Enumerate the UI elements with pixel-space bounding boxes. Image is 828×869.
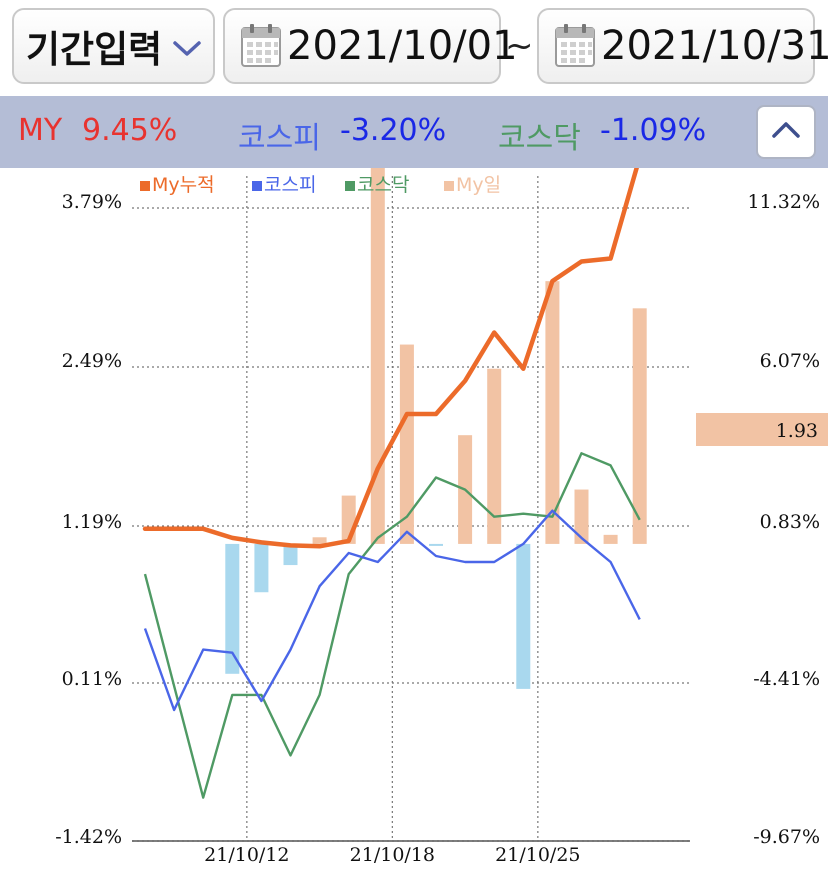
kosdaq-return-value: -1.09% (600, 113, 707, 148)
right-axis-tick: 6.07% (760, 350, 820, 372)
left-axis-tick: 3.79% (62, 191, 122, 213)
chevron-up-icon (771, 120, 801, 144)
right-axis-tick: 0.83% (760, 511, 820, 533)
last-value-marker: 1.93 (696, 413, 828, 446)
legend-label-my: My누적 (152, 174, 215, 196)
daily-return-bar (545, 281, 560, 544)
legend-swatch-kospi (252, 181, 262, 191)
daily-return-bar (283, 543, 298, 566)
right-axis-tick: 11.32% (748, 191, 820, 213)
daily-return-bars (225, 168, 647, 689)
period-dropdown[interactable]: 기간입력 (12, 8, 215, 84)
period-label: 기간입력 (26, 28, 163, 71)
daily-return-bar (574, 489, 589, 544)
legend-label-kosdaq: 코스닥 (357, 174, 409, 196)
cumulative-lines (142, 168, 641, 799)
x-axis-tick: 21/10/25 (495, 844, 580, 866)
calendar-icon (239, 22, 283, 70)
my-cumulative-line (142, 168, 639, 549)
left-axis-tick: 1.19% (62, 511, 122, 533)
kosdaq-label: 코스닥 (498, 121, 581, 156)
legend-swatch-my (140, 181, 150, 191)
kosdaq-line (143, 452, 641, 799)
left-axis-tick: 2.49% (62, 350, 122, 372)
daily-return-bar (632, 308, 647, 544)
kospi-return-value: -3.20% (340, 113, 447, 148)
legend-swatch-daily (444, 181, 454, 191)
legend-label-daily: My일 (456, 174, 501, 196)
right-axis-tick: -9.67% (753, 826, 820, 848)
right-axis-tick: -4.41% (753, 668, 820, 690)
my-label: MY (18, 113, 63, 148)
end-date-button[interactable]: 2021/10/31 (537, 8, 828, 84)
calendar-icon (553, 22, 597, 70)
chevron-down-icon (172, 25, 202, 68)
daily-return-bar (399, 344, 414, 544)
daily-return-bar (516, 543, 531, 689)
x-axis-tick: 21/10/12 (204, 844, 289, 866)
start-date-text: 2021/10/01 (287, 23, 518, 69)
date-separator: ~ (505, 26, 534, 66)
daily-return-bar (254, 543, 269, 593)
last-value-text: 1.93 (776, 420, 818, 442)
grid (132, 176, 690, 842)
end-date-text: 2021/10/31 (601, 23, 828, 69)
daily-return-bar (370, 168, 385, 544)
x-axis-tick: 21/10/18 (350, 844, 435, 866)
start-date-button[interactable]: 2021/10/01 (223, 8, 518, 84)
my-return-value: 9.45% (82, 113, 178, 148)
kospi-line (143, 509, 641, 712)
legend-label-kospi: 코스피 (264, 174, 316, 196)
daily-return-bar (312, 537, 327, 544)
left-axis-tick: 0.11% (62, 668, 122, 690)
kospi-label: 코스피 (238, 121, 321, 156)
legend-swatch-kosdaq (345, 181, 355, 191)
chart-legend: My누적 코스피 코스닥 My일 (140, 174, 501, 196)
last-value-box (696, 413, 828, 446)
return-summary-bar: MY 9.45% 코스피 -3.20% 코스닥 -1.09% (0, 96, 828, 168)
daily-return-bar (487, 368, 502, 544)
daily-return-bar (225, 543, 240, 674)
daily-return-bar (429, 543, 443, 546)
return-chart: 3.79% 2.49% 1.19% 0.11% -1.42% 11.32% 6.… (55, 168, 828, 866)
left-axis-tick: -1.42% (55, 826, 122, 848)
daily-return-bar (603, 534, 618, 544)
collapse-toggle-button[interactable] (756, 105, 816, 159)
axes: 3.79% 2.49% 1.19% 0.11% -1.42% 11.32% 6.… (55, 191, 820, 866)
